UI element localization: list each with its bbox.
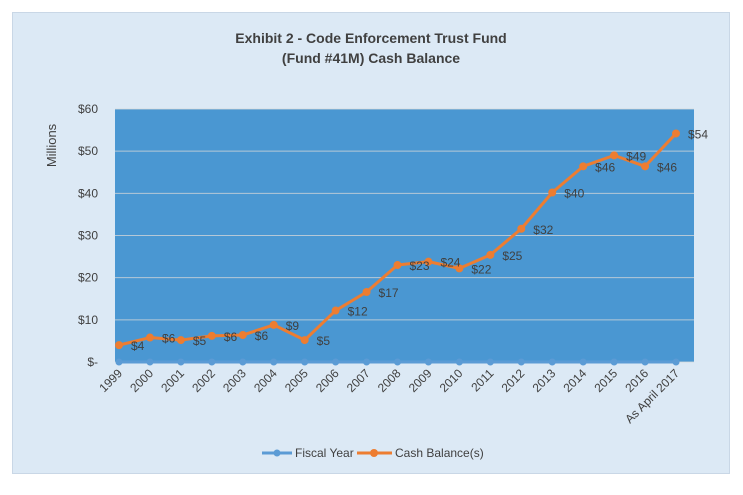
cash-balance-point (517, 224, 526, 233)
cash-balance-point (610, 151, 619, 160)
y-tick-label: $10 (78, 313, 98, 327)
y-tick-label: $20 (78, 271, 98, 285)
y-tick-label: $40 (78, 186, 98, 200)
x-tick-label: 2002 (189, 366, 218, 395)
data-label: $17 (379, 286, 399, 300)
data-label: $6 (224, 330, 238, 344)
cash-balance-point (672, 129, 680, 138)
cash-balance-point (548, 188, 557, 197)
fiscal-year-point (177, 358, 185, 366)
fiscal-year-point (579, 358, 587, 366)
fiscal-year-point (641, 358, 649, 366)
data-label: $6 (255, 329, 269, 343)
x-tick-label: 2005 (282, 366, 311, 395)
fiscal-year-point (301, 358, 309, 366)
y-tick-label: $30 (78, 229, 98, 243)
legend-marker-fiscal-year (273, 449, 281, 457)
cash-balance-point (424, 257, 433, 266)
cash-balance-point (145, 333, 154, 342)
cash-balance-point (331, 306, 340, 315)
x-tick-label: 2009 (406, 366, 435, 395)
fiscal-year-point (610, 358, 618, 366)
y-axis-title: Millions (44, 123, 59, 167)
y-tick-label: $50 (78, 144, 98, 158)
y-tick-label: $60 (78, 102, 98, 116)
cash-balance-point (115, 341, 123, 350)
x-tick-label: 2014 (561, 366, 590, 395)
data-label: $22 (471, 262, 491, 276)
fiscal-year-point (146, 358, 154, 366)
data-label: $4 (131, 339, 145, 353)
chart-subtitle: (Fund #41M) Cash Balance (281, 50, 461, 66)
x-tick-label: 2007 (344, 366, 373, 395)
data-label: $23 (410, 259, 430, 273)
fiscal-year-point (115, 358, 123, 366)
x-tick-label: 2011 (468, 366, 496, 394)
data-label: $46 (657, 160, 677, 174)
fiscal-year-point (517, 358, 525, 366)
legend-label-cash-balance: Cash Balance(s) (395, 446, 484, 460)
legend-label-fiscal-year: Fiscal Year (295, 446, 354, 460)
legend-marker-cash-balance (370, 449, 378, 457)
chart-title-block: Exhibit 2 - Code Enforcement Trust Fund … (12, 28, 730, 68)
cash-balance-point (455, 264, 464, 273)
data-label: $6 (162, 332, 176, 346)
fiscal-year-point (455, 358, 463, 366)
x-tick-label: 2012 (499, 366, 528, 395)
data-label: $49 (626, 149, 646, 163)
x-tick-label: 1999 (96, 366, 125, 395)
x-tick-label: 2013 (530, 366, 559, 395)
y-tick-label: $- (87, 355, 98, 369)
cash-balance-point (579, 162, 588, 171)
data-label: $32 (533, 223, 553, 237)
data-label: $46 (595, 160, 615, 174)
fiscal-year-point (270, 358, 278, 366)
x-tick-label: 2008 (375, 366, 404, 395)
data-label: $54 (688, 127, 708, 141)
cash-balance-point (269, 320, 278, 329)
cash-balance-point (641, 162, 650, 171)
fiscal-year-point (239, 358, 247, 366)
fiscal-year-point (424, 358, 432, 366)
x-tick-label: 2003 (220, 366, 249, 395)
data-label: $5 (193, 334, 207, 348)
data-label: $25 (502, 249, 522, 263)
cash-balance-point (393, 261, 402, 270)
x-tick-label: 2010 (437, 366, 466, 395)
cash-balance-point (300, 336, 309, 345)
cash-balance-point (238, 331, 247, 340)
data-label: $12 (348, 305, 368, 319)
chart-title: Exhibit 2 - Code Enforcement Trust Fund (235, 30, 507, 46)
data-label: $24 (440, 256, 460, 270)
fiscal-year-point (672, 358, 680, 366)
data-label: $9 (286, 319, 300, 333)
x-tick-label: 2004 (251, 366, 280, 395)
x-tick-label: 2000 (127, 366, 156, 395)
x-tick-label: 2001 (158, 366, 187, 395)
x-tick-label: 2006 (313, 366, 342, 395)
fiscal-year-point (548, 358, 556, 366)
fiscal-year-point (332, 358, 340, 366)
cash-balance-point (486, 250, 495, 259)
data-label: $40 (564, 186, 584, 200)
x-tick-label: 2015 (591, 366, 620, 395)
cash-balance-point (207, 331, 216, 340)
fiscal-year-point (394, 358, 401, 366)
fiscal-year-point (486, 358, 494, 366)
fiscal-year-point (208, 358, 216, 366)
cash-balance-point (362, 288, 371, 297)
cash-balance-point (176, 336, 185, 345)
fiscal-year-point (363, 358, 371, 366)
data-label: $5 (317, 334, 331, 348)
